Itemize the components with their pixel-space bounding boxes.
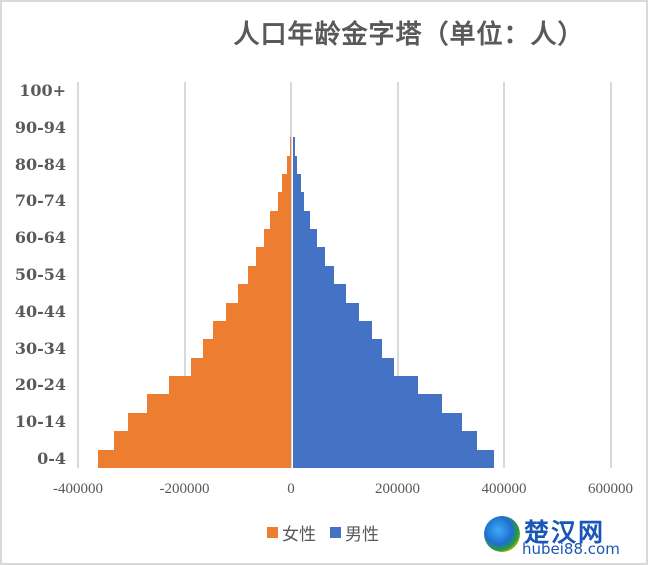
x-tick-label: 400000 xyxy=(481,481,527,497)
bar-female-40-44 xyxy=(226,302,291,321)
bar-male-70-74 xyxy=(293,192,305,211)
bar-female-25-29 xyxy=(190,357,291,377)
gridline xyxy=(396,82,399,468)
bar-male-85-89 xyxy=(293,137,295,156)
bar-male-40-44 xyxy=(293,302,360,321)
bar-male-45-49 xyxy=(293,284,347,303)
legend-label-female: 女性 xyxy=(282,525,316,545)
x-tick-label: 0 xyxy=(287,481,295,497)
chart-title: 人口年龄金字塔（单位：人） xyxy=(233,20,585,50)
gridline xyxy=(77,82,79,468)
bar-male-30-34 xyxy=(293,339,382,358)
bar-male-60-64 xyxy=(293,229,317,248)
bar-female-50-54 xyxy=(247,265,291,285)
y-tick-label: 50-54 xyxy=(14,265,66,284)
bar-male-20-24 xyxy=(293,376,419,395)
y-tick-label: 0-4 xyxy=(37,448,66,468)
bar-female-5-9 xyxy=(114,431,291,450)
bar-male-25-29 xyxy=(293,357,395,377)
bar-male-80-84 xyxy=(293,155,298,174)
bar-female-0-4 xyxy=(98,449,291,468)
bar-female-55-59 xyxy=(255,247,291,266)
bar-female-75-79 xyxy=(281,173,291,193)
x-tick-label: -400000 xyxy=(53,481,103,497)
y-tick-label: 60-64 xyxy=(14,228,66,248)
globe-icon xyxy=(484,516,520,552)
bar-female-70-74 xyxy=(278,192,291,211)
bar-male-75-79 xyxy=(293,173,301,193)
watermark-logo: 楚汉网 hubei88.com xyxy=(484,513,644,561)
bar-female-60-64 xyxy=(263,229,291,248)
gridline xyxy=(290,82,292,468)
x-tick-label: 200000 xyxy=(375,481,420,497)
y-tick-label: 30-34 xyxy=(14,338,66,358)
bar-male-5-9 xyxy=(293,431,478,450)
gridline xyxy=(609,82,612,468)
x-tick-label: 600000 xyxy=(588,481,633,497)
bar-female-20-24 xyxy=(169,376,291,395)
legend-label-male: 男性 xyxy=(345,525,379,545)
watermark-name: 楚汉网 xyxy=(524,518,606,547)
bar-male-35-39 xyxy=(293,320,372,340)
bar-male-15-19 xyxy=(293,394,443,413)
bar-female-30-34 xyxy=(203,339,291,358)
bar-female-15-19 xyxy=(147,394,291,413)
bar-female-10-14 xyxy=(128,412,291,432)
bar-female-65-69 xyxy=(270,210,291,230)
bar-male-10-14 xyxy=(293,412,462,432)
legend: 女性 男性 xyxy=(267,520,379,545)
y-tick-label: 10-14 xyxy=(14,412,66,432)
gridline xyxy=(503,82,505,468)
y-tick-label: 90-94 xyxy=(14,117,66,137)
bar-male-55-59 xyxy=(293,247,325,266)
bar-female-80-84 xyxy=(286,155,291,174)
y-tick-label: 80-84 xyxy=(14,154,66,174)
y-tick-label: 100+ xyxy=(19,81,66,101)
y-tick-label: 70-74 xyxy=(14,191,66,211)
gridline xyxy=(183,82,186,468)
y-tick-label: 20-24 xyxy=(14,375,66,395)
x-tick-label: -200000 xyxy=(159,481,210,497)
bar-male-65-69 xyxy=(293,210,311,230)
legend-swatch-male xyxy=(330,527,341,538)
bar-female-85-89 xyxy=(290,137,291,156)
watermark-domain: hubei88.com xyxy=(522,540,620,558)
legend-swatch-female xyxy=(267,527,278,538)
bar-female-35-39 xyxy=(213,320,291,340)
bar-male-0-4 xyxy=(293,449,494,468)
bar-female-45-49 xyxy=(237,284,291,303)
bar-male-50-54 xyxy=(293,265,334,285)
y-tick-label: 40-44 xyxy=(14,301,66,321)
